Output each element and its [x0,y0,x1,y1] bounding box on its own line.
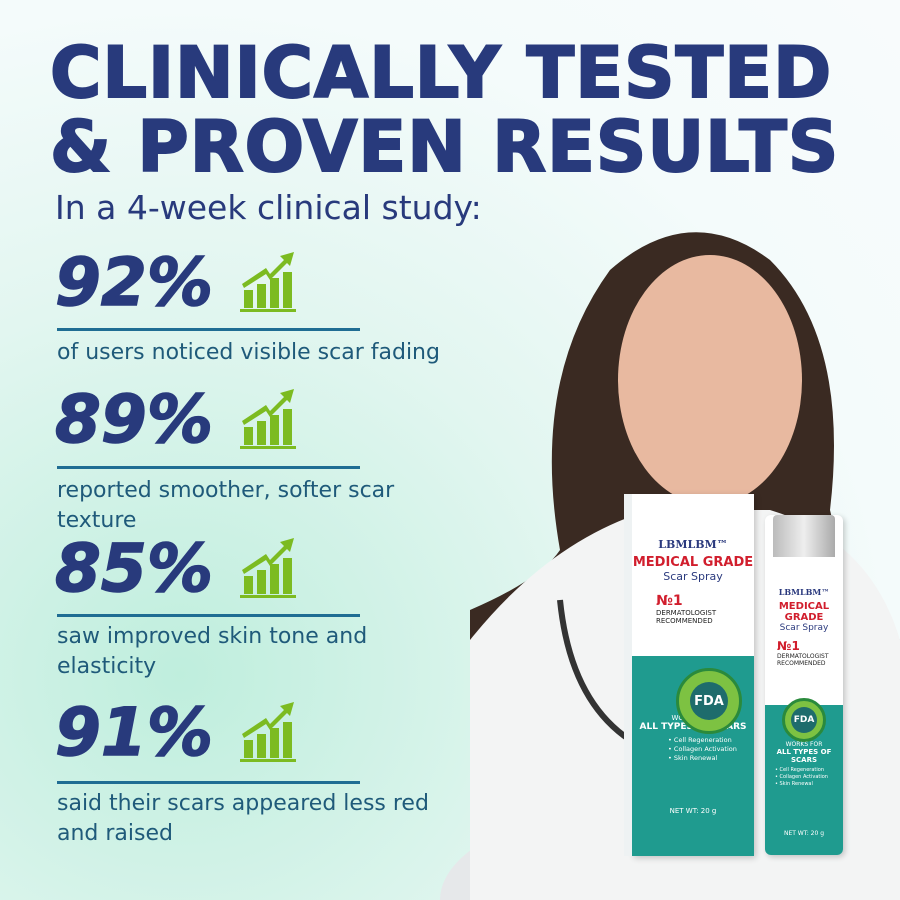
rank-label: №1 [656,593,683,609]
product-box: LBMLBM™ MEDICAL GRADE Scar Spray №1 DERM… [632,494,754,856]
divider [57,466,360,469]
stat-value: 89% [54,381,213,458]
subheading: In a 4-week clinical study: [55,188,482,227]
stat-3: 85% [54,530,296,607]
fda-seal: FDA [676,668,742,734]
benefit-item: • Cell Regeneration [668,736,732,744]
benefits-list: • Cell Regeneration • Collagen Activation… [765,767,843,788]
product-name: Scar Spray [779,623,829,633]
bottle-cap [773,515,835,557]
benefits-list: • Cell Regeneration • Collagen Activation… [632,736,754,763]
headline-line2: & PROVEN RESULTS [49,106,840,188]
divider [57,328,360,331]
rank-label: №1 [777,639,800,653]
works-label: WORKS FOR [785,741,823,748]
benefit-item: • Collagen Activation [775,774,828,780]
benefit-item: • Skin Renewal [775,781,813,787]
growth-chart-icon [240,538,296,598]
recommend-label: DERMATOLOGIST RECOMMENDED [656,609,717,625]
fda-seal: FDA [782,698,826,742]
stat-caption: of users noticed visible scar fading [57,340,440,365]
bottle-teal-panel: WORKS FOR ALL TYPES OF SCARS • Cell Rege… [765,705,843,855]
types-label: ALL TYPES OF SCARS [776,748,832,764]
brand-label: LBMLBM™ [658,538,728,551]
fda-seal-center: FDA [690,682,728,720]
benefit-item: • Skin Renewal [668,754,718,762]
growth-chart-icon [240,252,296,312]
brand-label: LBMLBM™ [778,587,830,597]
stat-value: 85% [54,530,213,607]
stat-1: 92% [54,244,296,321]
stat-caption: reported smoother, softer scar texture [57,478,395,533]
divider [57,614,360,617]
stat-value: 92% [54,244,213,321]
fda-seal-center: FDA [791,707,817,733]
recommend-label: DERMATOLOGIST RECOMMENDED [777,653,829,667]
growth-chart-icon [240,389,296,449]
grade-label: MEDICAL GRADE [632,555,754,570]
product-bottle: LBMLBM™ MEDICAL GRADE Scar Spray №1 DERM… [765,515,843,855]
benefit-item: • Collagen Activation [668,745,737,753]
stat-caption: said their scars appeared less red and r… [57,791,429,846]
growth-chart-icon [240,702,296,762]
divider [57,781,360,784]
stat-value: 91% [54,694,213,771]
net-weight: NET WT: 20 g [783,830,825,837]
stat-4: 91% [54,694,296,771]
benefit-item: • Cell Regeneration [775,767,824,773]
grade-label: MEDICAL GRADE [778,601,830,623]
product-name: Scar Spray [663,570,723,583]
stat-caption: saw improved skin tone and elasticity [57,624,368,679]
net-weight: NET WT: 20 g [669,807,717,815]
stat-2: 89% [54,381,296,458]
headline-line1: CLINICALLY TESTED [49,32,833,114]
